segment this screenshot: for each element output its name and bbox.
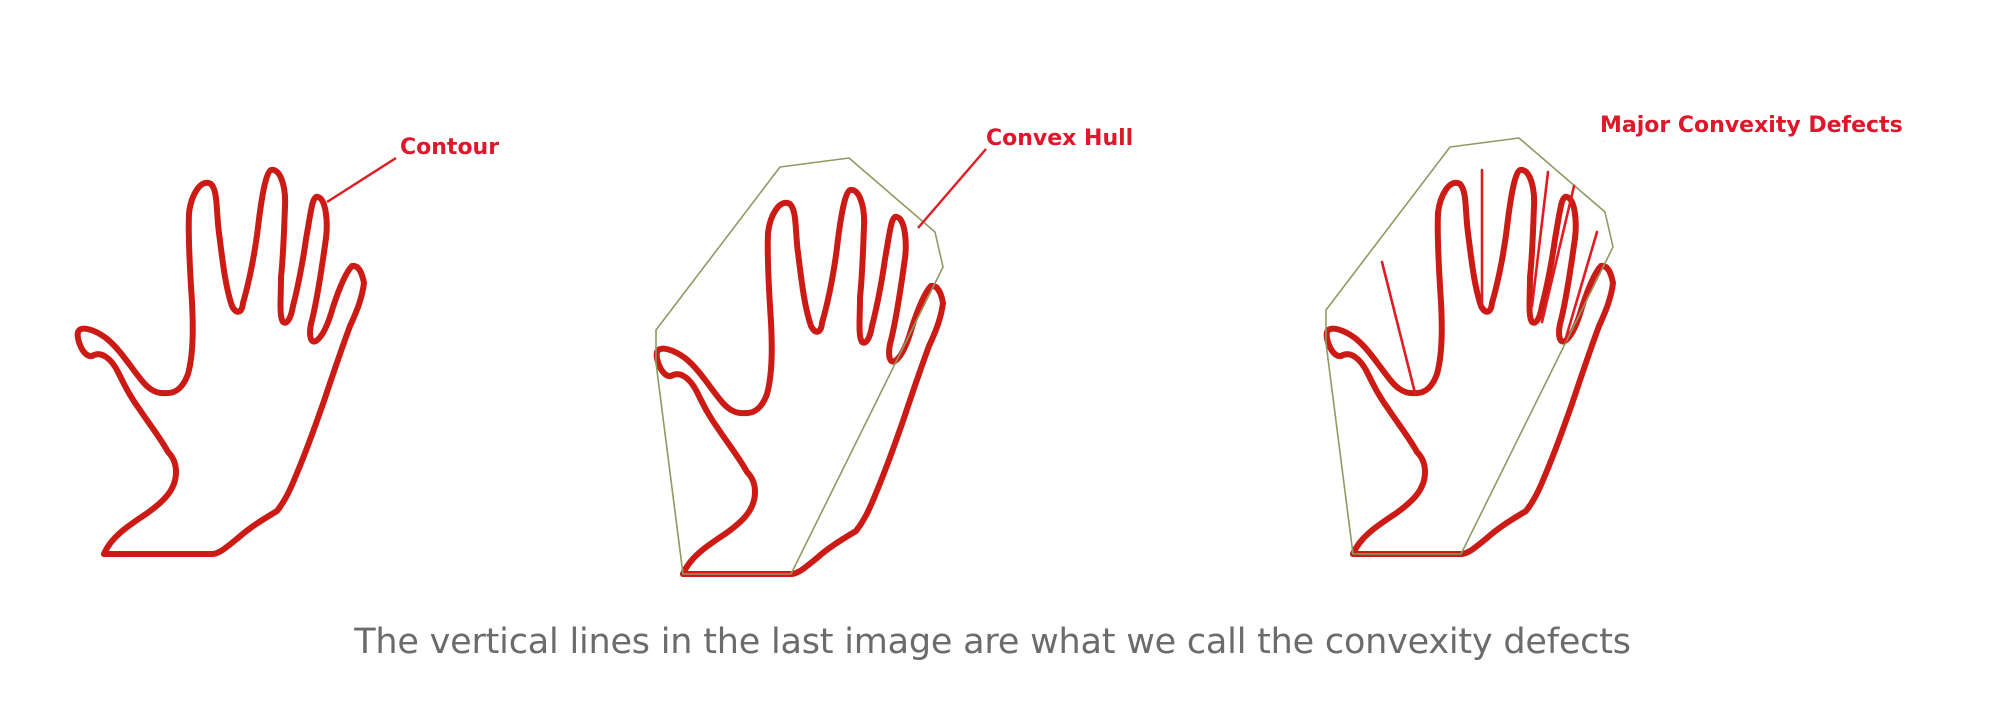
hand-contour-shape bbox=[78, 170, 364, 554]
contour-leader-line bbox=[326, 156, 397, 204]
convexity-defects-panel: Major Convexity Defects bbox=[1326, 113, 1903, 554]
hull-hand-group bbox=[657, 190, 943, 574]
convex-hull-outline bbox=[655, 157, 944, 575]
defects-convex-hull-outline bbox=[1325, 137, 1614, 555]
contour-panel: Contour bbox=[78, 135, 499, 554]
convexity-defect-line bbox=[1380, 260, 1417, 395]
convexity-defect-line bbox=[1530, 170, 1550, 308]
convexity-defect-line bbox=[1563, 230, 1599, 343]
convex-hull-panel: Convex Hull bbox=[656, 126, 1133, 574]
figure-caption: The vertical lines in the last image are… bbox=[354, 622, 1631, 662]
convex-hull-leader-line bbox=[917, 148, 987, 229]
convexity-defect-line bbox=[1540, 184, 1576, 324]
convexity-defects-label: Major Convexity Defects bbox=[1600, 113, 1903, 138]
hand-contour-shape bbox=[657, 190, 943, 574]
defects-hand-group bbox=[1327, 170, 1613, 554]
convex-hull-label: Convex Hull bbox=[986, 126, 1133, 151]
hand-contour-shape bbox=[1327, 170, 1613, 554]
contour-label: Contour bbox=[400, 135, 499, 160]
